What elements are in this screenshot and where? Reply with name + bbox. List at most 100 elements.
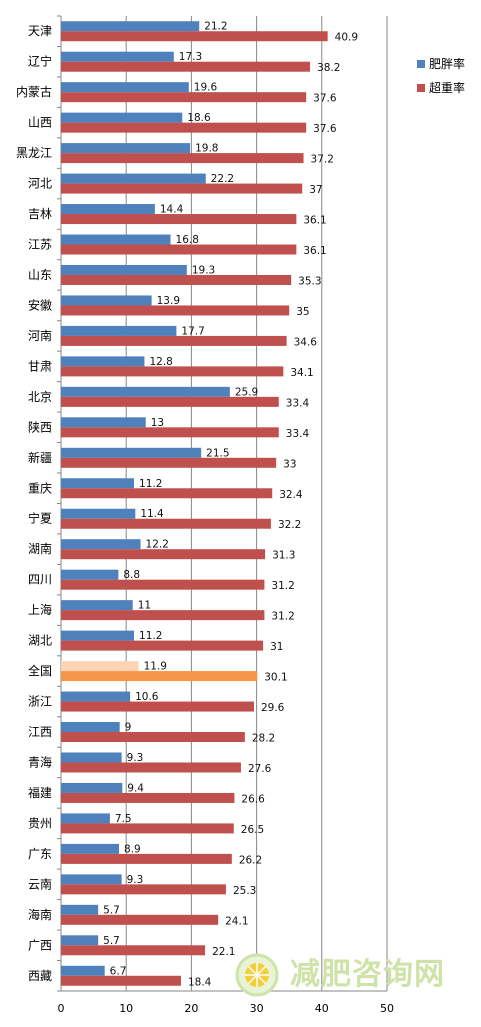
bar-overweight — [61, 762, 241, 773]
data-label-obesity: 8.9 — [124, 843, 141, 855]
x-tick-label: 50 — [380, 1002, 394, 1015]
category-label: 北京 — [28, 390, 52, 404]
data-label-obesity: 18.6 — [187, 112, 211, 124]
data-label-overweight: 30.1 — [264, 672, 287, 684]
data-label-overweight: 36.1 — [303, 215, 326, 227]
bar-overweight — [61, 366, 284, 377]
category-label: 陕西 — [28, 419, 52, 434]
bar-overweight — [61, 671, 258, 682]
category-label: 福建 — [28, 785, 52, 800]
legend-label: 肥胖率 — [429, 56, 465, 71]
data-label-overweight: 32.4 — [279, 489, 303, 501]
bar-obesity — [61, 722, 120, 733]
data-label-obesity: 12.2 — [146, 539, 169, 551]
data-label-obesity: 11 — [138, 600, 151, 612]
data-label-obesity: 9.3 — [127, 874, 144, 886]
data-label-overweight: 31.3 — [272, 550, 295, 562]
data-label-obesity: 6.7 — [110, 965, 127, 977]
data-label-obesity: 14.4 — [160, 204, 184, 216]
category-label: 重庆 — [28, 481, 52, 495]
bar-obesity — [61, 112, 183, 123]
data-label-overweight: 32.2 — [278, 519, 301, 531]
bar-overweight — [61, 640, 264, 651]
data-label-overweight: 26.2 — [239, 854, 262, 866]
bars — [61, 21, 328, 986]
bar-obesity — [61, 600, 133, 611]
bar-obesity — [61, 661, 139, 672]
logo-segment — [256, 974, 267, 985]
data-label-overweight: 27.6 — [248, 763, 272, 775]
bar-obesity — [61, 386, 230, 397]
data-label-overweight: 35.3 — [298, 275, 321, 287]
bar-obesity — [61, 234, 171, 245]
bar-obesity — [61, 691, 131, 702]
data-label-overweight: 33.4 — [286, 428, 310, 440]
bar-obesity — [61, 143, 191, 154]
bar-overweight — [61, 914, 219, 925]
bar-overweight — [61, 305, 290, 316]
logo-segment — [247, 965, 258, 976]
data-label-obesity: 5.7 — [103, 935, 120, 947]
bar-obesity — [61, 264, 187, 275]
logo-segment — [256, 965, 267, 976]
bar-overweight — [61, 853, 232, 864]
bar-overweight — [61, 732, 245, 743]
bar-obesity — [61, 508, 136, 519]
category-label: 吉林 — [28, 207, 52, 221]
category-label: 安徽 — [28, 297, 52, 312]
category-label: 甘肃 — [28, 359, 52, 373]
data-label-obesity: 10.6 — [135, 691, 159, 703]
data-label-overweight: 31.2 — [271, 611, 294, 623]
category-label: 内蒙古 — [16, 84, 52, 99]
bar-overweight — [61, 610, 265, 621]
data-label-overweight: 31.2 — [271, 580, 294, 592]
bar-obesity — [61, 21, 200, 32]
bar-obesity — [61, 782, 123, 793]
category-label: 湖北 — [28, 633, 52, 648]
data-label-obesity: 8.8 — [123, 569, 140, 581]
bar-obesity — [61, 630, 135, 641]
watermark: 减肥咨询网 — [235, 953, 445, 997]
watermark-logo-icon — [235, 953, 279, 997]
labels: 0 10 20 30 40 50 天津 21.2 40.9 辽宁 17.3 38.2 内蒙古 19.6 37… — [16, 21, 394, 1015]
category-label: 上海 — [28, 602, 52, 617]
bar-obesity — [61, 935, 99, 946]
data-label-obesity: 17.3 — [179, 51, 202, 63]
bar-overweight — [61, 792, 235, 803]
data-label-obesity: 11.9 — [144, 661, 167, 673]
legend-label: 超重率 — [429, 80, 465, 95]
category-label: 山西 — [28, 116, 52, 130]
x-tick-label: 0 — [58, 1002, 65, 1015]
data-label-overweight: 34.6 — [294, 336, 318, 348]
bar-overweight — [61, 518, 271, 529]
category-label: 四川 — [28, 573, 52, 587]
bar-obesity — [61, 874, 122, 885]
bar-obesity — [61, 478, 135, 489]
category-label: 广东 — [28, 847, 52, 861]
data-label-obesity: 9.4 — [127, 782, 144, 794]
bar-overweight — [61, 31, 328, 42]
bar-overweight — [61, 975, 181, 986]
bar-obesity — [61, 752, 122, 763]
data-label-obesity: 25.9 — [235, 386, 258, 398]
data-label-obesity: 7.5 — [115, 813, 132, 825]
category-label: 天津 — [28, 24, 52, 38]
data-label-overweight: 26.5 — [241, 824, 264, 836]
bar-overweight — [61, 61, 311, 72]
bar-obesity — [61, 569, 119, 580]
data-label-overweight: 26.6 — [241, 793, 265, 805]
data-label-obesity: 21.2 — [204, 21, 227, 33]
data-label-overweight: 29.6 — [261, 702, 285, 714]
data-label-overweight: 37.2 — [311, 154, 334, 166]
category-label: 云南 — [28, 876, 52, 891]
data-label-obesity: 19.6 — [194, 82, 218, 94]
watermark-text: 减肥咨询网 — [290, 957, 445, 992]
category-label: 江苏 — [28, 238, 52, 252]
data-label-overweight: 40.9 — [335, 32, 358, 44]
x-tick-label: 20 — [184, 1002, 198, 1015]
category-label: 青海 — [28, 754, 52, 769]
legend-swatch — [417, 84, 425, 92]
data-label-overweight: 35 — [296, 306, 309, 318]
bar-overweight — [61, 214, 297, 225]
